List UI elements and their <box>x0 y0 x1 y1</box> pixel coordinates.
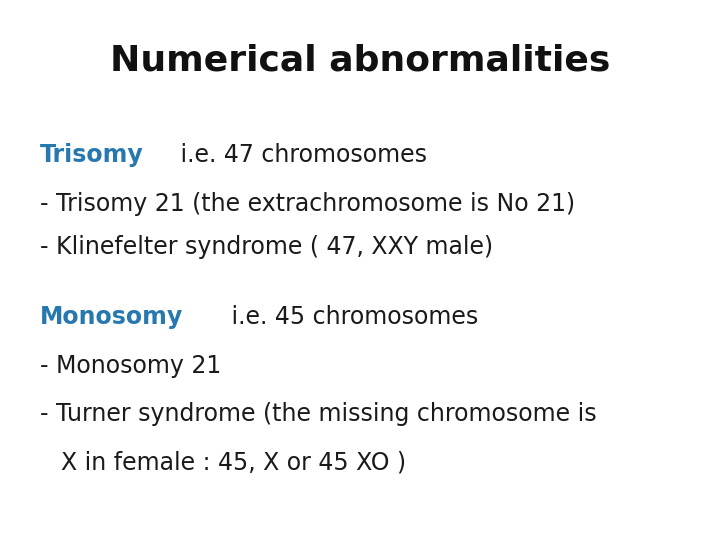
Text: i.e. 47 chromosomes: i.e. 47 chromosomes <box>174 143 428 167</box>
Text: Trisomy: Trisomy <box>40 143 143 167</box>
Text: Monosomy: Monosomy <box>40 305 183 329</box>
Text: - Klinefelter syndrome ( 47, XXY male): - Klinefelter syndrome ( 47, XXY male) <box>40 235 492 259</box>
Text: - Turner syndrome (the missing chromosome is: - Turner syndrome (the missing chromosom… <box>40 402 596 426</box>
Text: X in female : 45, X or 45 XO ): X in female : 45, X or 45 XO ) <box>61 451 406 475</box>
Text: i.e. 45 chromosomes: i.e. 45 chromosomes <box>225 305 479 329</box>
Text: - Monosomy 21: - Monosomy 21 <box>40 354 221 377</box>
Text: - Trisomy 21 (the extrachromosome is No 21): - Trisomy 21 (the extrachromosome is No … <box>40 192 575 215</box>
Text: Numerical abnormalities: Numerical abnormalities <box>110 43 610 77</box>
